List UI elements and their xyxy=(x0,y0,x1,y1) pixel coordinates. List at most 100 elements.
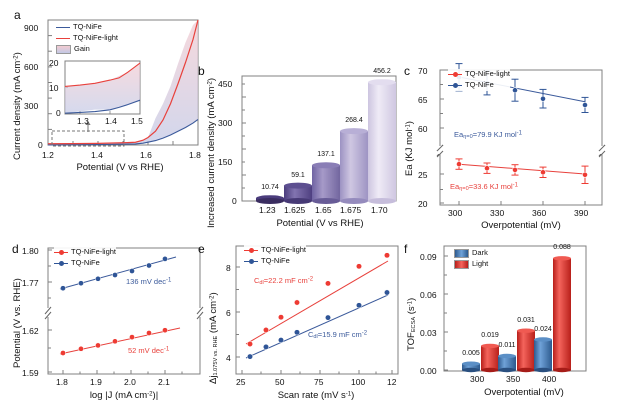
panel-b-xtick-3: 1.65 xyxy=(315,205,332,215)
inset-xtick-1.4: 1.4 xyxy=(105,116,117,126)
bar-value-2: 59.1 xyxy=(291,172,305,179)
panel-e-ytick-6: 6 xyxy=(226,308,231,318)
panel-d-ytick-1.80: 1.80 xyxy=(22,246,39,256)
f-value-dark-300: 0.005 xyxy=(462,350,480,357)
bar-2 xyxy=(284,182,312,204)
panel-a-xtick-1.4: 1.4 xyxy=(91,150,103,160)
legend-label-e-light: TQ-NiFe-light xyxy=(261,245,307,254)
panel-c-xtick-360: 360 xyxy=(532,208,547,218)
panel-c-legend: TQ-NiFe-light TQ-NiFe xyxy=(448,69,511,91)
panel-e-legend: TQ-NiFe-light TQ-NiFe xyxy=(244,245,307,267)
legend-label-d-dark: TQ-NiFe xyxy=(71,257,100,267)
panel-b-label: b xyxy=(198,64,205,78)
panel-c-ytick-70: 70 xyxy=(418,66,428,76)
panel-e: e Δj1.075V vs. RHE (mA cm-2) 8 6 4 xyxy=(196,236,408,414)
legend-swatch-gain xyxy=(56,44,71,54)
f-value-dark-350: 0.011 xyxy=(498,342,516,349)
panel-a-inset-arrow xyxy=(85,121,91,132)
legend-item-c-dark: TQ-NiFe xyxy=(448,80,510,91)
bar-3 xyxy=(312,162,340,204)
panel-e-annotation-blue: Cdl=15.9 mF cm-2 xyxy=(308,330,368,341)
panel-c-ytick-60: 60 xyxy=(418,124,428,134)
panel-e-series-tq-nife xyxy=(247,289,390,360)
bar-dark-300 xyxy=(462,361,480,373)
panel-f-xtick-300: 300 xyxy=(470,374,485,384)
panel-e-xtick-75: 75 xyxy=(314,377,324,387)
legend-label-dark: Dark xyxy=(472,248,488,257)
inset-series-tq-nife-light xyxy=(64,62,141,87)
panel-d-series-tq-nife-light xyxy=(60,327,168,356)
panel-c-annotation-blue: Eaη=0=79.9 KJ mol-1 xyxy=(454,130,523,141)
panel-a-xtick-1.6: 1.6 xyxy=(140,150,152,160)
panel-a-ytick-0: 0 xyxy=(38,140,43,150)
legend-marker-red xyxy=(244,247,258,254)
legend-label-c-light: TQ-NiFe-light xyxy=(465,69,511,78)
panel-a-xtick-1.2: 1.2 xyxy=(42,150,54,160)
legend-item-d-light: TQ-NiFe-light xyxy=(54,247,116,258)
panel-d-annotation-red: 52 mV dec-1 xyxy=(128,346,170,355)
legend-item-e-light: TQ-NiFe-light xyxy=(244,245,306,256)
legend-item-e-dark: TQ-NiFe xyxy=(244,256,306,267)
legend-item-c-light: TQ-NiFe-light xyxy=(448,69,510,80)
bar-value-3: 137.1 xyxy=(317,151,335,158)
panel-a: a Current density (mA cm-2) 900 600 300 … xyxy=(0,0,212,180)
panel-a-ytick-900: 900 xyxy=(24,23,39,33)
bar-4 xyxy=(340,128,368,204)
panel-a-ytick-300: 300 xyxy=(24,101,39,111)
panel-e-annotation-red: Cdl=22.2 mF cm-2 xyxy=(254,276,314,287)
legend-item-dark: Dark xyxy=(454,248,488,259)
panel-c-ytick-65: 65 xyxy=(418,95,428,105)
inset-xtick-1.3: 1.3 xyxy=(77,116,89,126)
panel-b-ytick-450: 450 xyxy=(218,79,233,89)
legend-marker-red xyxy=(448,71,462,78)
inset-ytick-20: 20 xyxy=(49,58,59,68)
panel-b-xtick-2: 1.625 xyxy=(284,205,306,215)
bar-light-350 xyxy=(517,328,535,373)
legend-label-tq-nife: TQ-NiFe xyxy=(73,22,102,31)
legend-label-e-dark: TQ-NiFe xyxy=(261,255,290,265)
panel-b-xtick-5: 1.70 xyxy=(371,205,388,215)
inset-ytick-0: 0 xyxy=(56,108,61,118)
bar-light-400 xyxy=(553,256,571,373)
panel-a-xlabel: Potential (V vs RHE) xyxy=(76,162,164,173)
panel-c-series-tq-nife-light xyxy=(455,158,589,184)
panel-a-label: a xyxy=(14,8,21,22)
legend-marker-blue xyxy=(448,82,462,89)
legend-marker-blue xyxy=(54,260,68,267)
panel-c-xtick-390: 390 xyxy=(574,208,589,218)
panel-d-annotation-blue: 136 mV dec-1 xyxy=(126,277,172,286)
panel-e-xtick-12: 12 xyxy=(387,377,397,387)
panel-c: c Ea (KJ mol-1) 70 65 60 25 20 xyxy=(396,56,640,236)
inset-xtick-1.5: 1.5 xyxy=(131,116,143,126)
panel-b-xlabel: Potential (V vs RHE) xyxy=(276,218,364,229)
bar-value-5: 456.2 xyxy=(373,68,391,75)
panel-c-label: c xyxy=(404,64,410,78)
legend-label-tq-nife-light: TQ-NiFe-light xyxy=(73,32,119,42)
panel-d-xlabel: log |J (mA cm-2)| xyxy=(89,390,159,401)
panel-e-xtick-100: 100 xyxy=(351,377,366,387)
legend-label-c-dark: TQ-NiFe xyxy=(465,79,494,89)
bar-dark-350 xyxy=(498,353,516,373)
panel-c-ytick-20: 20 xyxy=(418,199,428,209)
panel-f-legend: Dark Light xyxy=(454,248,489,270)
panel-d-ytick-1.62: 1.62 xyxy=(22,326,39,336)
legend-item-gain: Gain xyxy=(56,44,118,55)
bar-value-1: 10.74 xyxy=(261,184,279,191)
panel-c-ytick-25: 25 xyxy=(418,170,428,180)
panel-e-ytick-4: 4 xyxy=(226,353,231,363)
legend-marker-red xyxy=(54,249,68,256)
panel-f-ytick-0.00: 0.00 xyxy=(420,366,437,376)
panel-a-series-tq-nife xyxy=(47,118,199,146)
legend-swatch-light xyxy=(454,259,469,269)
panel-f-ytick-0.09: 0.09 xyxy=(420,252,437,262)
panel-d-xtick-2.0: 2.0 xyxy=(124,377,136,387)
panel-a-gain-area xyxy=(48,20,198,145)
panel-f-xlabel: Overpotential (mV) xyxy=(484,387,564,398)
f-value-light-400: 0.088 xyxy=(553,244,571,251)
panel-b-ytick-0: 0 xyxy=(232,196,237,206)
panel-f-xtick-350: 350 xyxy=(506,374,521,384)
panel-f-label: f xyxy=(404,242,408,256)
legend-item-tq-nife: TQ-NiFe xyxy=(56,22,118,33)
legend-marker-blue xyxy=(244,258,258,265)
panel-a-ytick-600: 600 xyxy=(24,62,39,72)
